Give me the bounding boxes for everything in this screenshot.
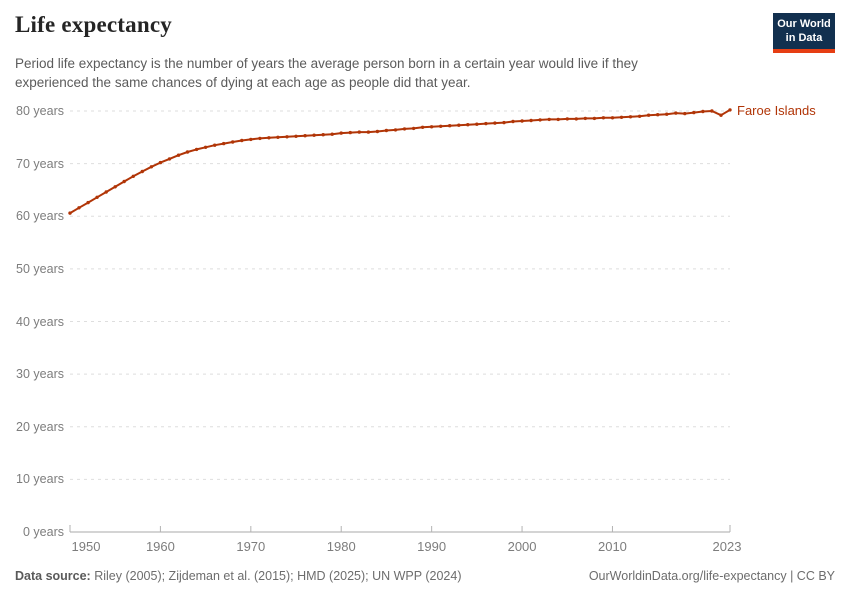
data-point (167, 157, 172, 161)
credit-link[interactable]: OurWorldinData.org/life-expectancy | CC … (588, 569, 835, 583)
data-point (267, 136, 271, 140)
data-point (556, 117, 560, 122)
data-point (131, 174, 135, 178)
data-point (719, 113, 723, 117)
data-point (303, 134, 307, 138)
data-source-line: Data source: Riley (2005); Zijdeman et a… (15, 569, 462, 583)
data-point (213, 143, 217, 147)
data-point (68, 211, 72, 215)
data-point (231, 140, 235, 144)
page-title: Life expectancy (15, 12, 172, 37)
data-point (375, 129, 380, 134)
chart-subtitle-line1: Period life expectancy is the number of … (15, 56, 638, 71)
data-point (592, 116, 597, 121)
data-point (122, 179, 126, 184)
data-point (484, 121, 488, 126)
series-line (69, 108, 731, 215)
data-point (619, 115, 624, 120)
data-point (565, 117, 569, 121)
series-label-faroe-islands: Faroe Islands (737, 102, 816, 118)
data-point (674, 111, 678, 115)
data-point (393, 128, 398, 132)
data-point (258, 136, 262, 141)
data-source-text: Riley (2005); Zijdeman et al. (2015); HM… (94, 569, 462, 583)
data-point (86, 200, 90, 205)
data-point (203, 145, 208, 149)
data-point (429, 125, 434, 129)
data-point (683, 111, 687, 116)
data-point (113, 185, 117, 189)
data-point (538, 118, 542, 122)
data-point (321, 133, 325, 137)
data-point (529, 118, 533, 123)
data-point (656, 113, 660, 117)
data-point (475, 122, 479, 126)
data-point (294, 134, 298, 138)
data-point (249, 137, 253, 142)
data-point (185, 150, 190, 154)
data-point (194, 147, 199, 152)
data-point (457, 123, 461, 127)
data-point (610, 116, 615, 120)
data-point (158, 160, 163, 165)
data-source-label: Data source: (15, 569, 91, 583)
data-point (366, 130, 371, 134)
data-point (493, 121, 497, 125)
chart-subtitle-line2: experienced the same chances of dying at… (15, 75, 471, 91)
data-point (384, 128, 389, 133)
data-point (339, 131, 343, 135)
data-point (140, 169, 144, 174)
data-point (692, 110, 696, 115)
owid-logo-line2: in Data (785, 32, 823, 45)
data-point (77, 206, 81, 210)
data-point (402, 127, 407, 131)
data-point (701, 109, 705, 114)
data-point (448, 124, 452, 128)
data-point (420, 125, 425, 129)
data-point (276, 135, 280, 139)
owid-logo: Our World in Data (773, 13, 835, 53)
data-point (222, 141, 226, 146)
data-point (357, 130, 361, 134)
data-point (149, 165, 154, 169)
data-point (520, 119, 524, 123)
data-point (240, 138, 244, 143)
data-point (330, 132, 334, 136)
data-point (574, 117, 578, 121)
owid-logo-line1: Our World (777, 18, 831, 30)
data-point (466, 123, 470, 127)
data-point (439, 124, 443, 128)
data-point (285, 135, 289, 139)
data-point (601, 116, 606, 120)
data-point (710, 109, 714, 113)
data-point (312, 133, 316, 137)
data-point (665, 112, 669, 116)
data-point (95, 195, 99, 199)
data-point (583, 116, 587, 121)
data-point (728, 108, 732, 112)
data-point (637, 114, 642, 119)
data-point (547, 117, 551, 122)
data-point (628, 115, 633, 119)
data-point (176, 153, 181, 157)
data-point (411, 126, 416, 131)
data-point (511, 119, 515, 124)
data-point (502, 120, 506, 125)
data-point (646, 113, 651, 117)
data-point (348, 130, 352, 135)
data-point (104, 190, 108, 194)
chart-subtitle: Period life expectancy is the number of … (15, 54, 638, 92)
